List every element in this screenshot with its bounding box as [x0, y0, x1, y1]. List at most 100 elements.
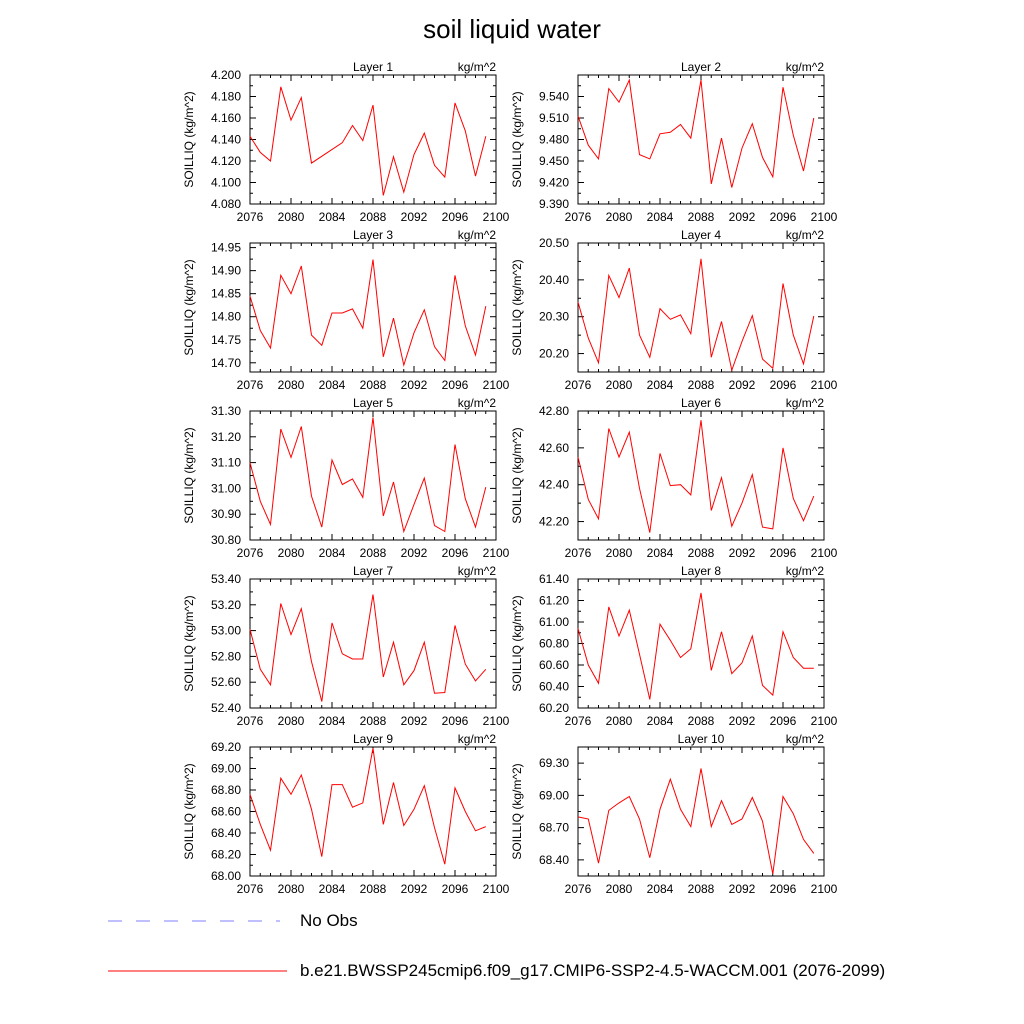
x-tick-label: 2080: [278, 378, 305, 392]
y-tick-label: 9.540: [539, 90, 569, 104]
x-tick-label: 2084: [319, 210, 346, 224]
x-tick-label: 2100: [811, 378, 838, 392]
x-tick-label: 2080: [606, 546, 633, 560]
x-tick-label: 2096: [770, 882, 797, 896]
y-tick-label: 31.20: [211, 430, 241, 444]
y-tick-label: 30.90: [211, 507, 241, 521]
x-tick-label: 2088: [688, 546, 715, 560]
legend-model-label: b.e21.BWSSP245cmip6.f09_g17.CMIP6-SSP2-4…: [300, 961, 886, 980]
y-tick-label: 60.60: [539, 658, 569, 672]
x-tick-label: 2088: [688, 378, 715, 392]
x-tick-label: 2076: [565, 882, 592, 896]
x-tick-label: 2076: [237, 378, 264, 392]
panel-title: Layer 5: [353, 396, 393, 410]
series-line-model: [249, 417, 487, 534]
y-tick-label: 52.80: [211, 649, 241, 663]
y-tick-label: 69.20: [211, 740, 241, 754]
y-axis-label: SOILLIQ (kg/m^2): [182, 595, 196, 691]
x-tick-label: 2096: [442, 210, 469, 224]
x-tick-label: 2100: [483, 882, 510, 896]
panel-title: Layer 4: [681, 228, 721, 242]
y-tick-label: 68.40: [539, 853, 569, 867]
x-tick-label: 2080: [606, 882, 633, 896]
series-line-model: [577, 592, 814, 700]
x-tick-label: 2100: [811, 546, 838, 560]
y-tick-label: 4.200: [211, 68, 241, 82]
panel-layer-6: 2076 2080 2084 2088 2092 2096 2100 42.20 42.40 42…: [510, 396, 838, 560]
panel-layer-9: 2076 2080 2084 2088 2092 2096 2100 68.00 68.20 68…: [182, 732, 510, 896]
x-tick-label: 2076: [565, 714, 592, 728]
x-tick-label: 2084: [319, 546, 346, 560]
x-tick-label: 2100: [483, 378, 510, 392]
y-tick-label: 42.80: [539, 404, 569, 418]
x-tick-label: 2076: [565, 210, 592, 224]
x-tick-label: 2092: [729, 714, 756, 728]
y-tick-label: 42.40: [539, 478, 569, 492]
panel-title: Layer 8: [681, 564, 721, 578]
y-tick-label: 53.00: [211, 624, 241, 638]
x-tick-label: 2080: [606, 714, 633, 728]
panel-title: Layer 6: [681, 396, 721, 410]
series-line-model: [249, 259, 487, 368]
panel-layer-3: 2076 2080 2084 2088 2092 2096 2100 14.70 14.75 14…: [182, 228, 510, 392]
x-tick-label: 2080: [278, 714, 305, 728]
y-axis-label: SOILLIQ (kg/m^2): [510, 763, 524, 859]
panel-units: kg/m^2: [786, 60, 825, 74]
x-tick-label: 2100: [811, 210, 838, 224]
panel-title: Layer 3: [353, 228, 393, 242]
x-tick-label: 2096: [442, 882, 469, 896]
x-tick-label: 2084: [647, 714, 674, 728]
panel-title: Layer 7: [353, 564, 393, 578]
series-line-model: [577, 420, 815, 533]
y-tick-label: 9.480: [539, 133, 569, 147]
x-tick-label: 2084: [647, 546, 674, 560]
x-tick-label: 2088: [688, 714, 715, 728]
x-tick-label: 2076: [565, 378, 592, 392]
panel-layer-8: 2076 2080 2084 2088 2092 2096 2100 60.20 60.40 60…: [510, 564, 838, 728]
legend-obs-label: No Obs: [300, 911, 358, 930]
y-tick-label: 53.20: [211, 598, 241, 612]
panel-layer-10: 2076 2080 2084 2088 2092 2096 2100 68.40 68.70 69…: [510, 732, 838, 896]
panel-units: kg/m^2: [786, 228, 825, 242]
y-tick-label: 69.00: [539, 788, 569, 802]
series-line-model: [577, 258, 815, 373]
series-line-model: [249, 748, 486, 865]
x-tick-label: 2076: [237, 714, 264, 728]
panel-units: kg/m^2: [786, 732, 825, 746]
y-tick-label: 14.90: [211, 264, 241, 278]
y-axis-label: SOILLIQ (kg/m^2): [510, 259, 524, 355]
x-tick-label: 2084: [647, 210, 674, 224]
y-tick-label: 9.390: [539, 197, 569, 211]
y-tick-label: 14.80: [211, 310, 241, 324]
y-tick-label: 68.40: [211, 826, 241, 840]
y-tick-label: 68.20: [211, 848, 241, 862]
x-tick-label: 2096: [770, 546, 797, 560]
series-line-model: [249, 594, 487, 702]
y-tick-label: 61.00: [539, 615, 569, 629]
y-tick-label: 68.80: [211, 783, 241, 797]
y-axis-label: SOILLIQ (kg/m^2): [510, 427, 524, 523]
y-tick-label: 9.510: [539, 111, 569, 125]
y-axis-label: SOILLIQ (kg/m^2): [510, 595, 524, 691]
x-tick-label: 2096: [442, 546, 469, 560]
y-axis-label: SOILLIQ (kg/m^2): [182, 427, 196, 523]
x-tick-label: 2088: [360, 210, 387, 224]
y-tick-label: 53.40: [211, 572, 241, 586]
series-line-model: [577, 78, 815, 188]
x-tick-label: 2100: [483, 714, 510, 728]
y-tick-label: 31.30: [211, 404, 241, 418]
x-tick-label: 2084: [647, 882, 674, 896]
y-tick-label: 69.30: [539, 756, 569, 770]
y-tick-label: 68.60: [211, 805, 241, 819]
x-tick-label: 2100: [483, 546, 510, 560]
y-tick-label: 42.60: [539, 441, 569, 455]
y-tick-label: 60.40: [539, 680, 569, 694]
panel-title: Layer 9: [353, 732, 393, 746]
y-tick-label: 31.00: [211, 481, 241, 495]
y-tick-label: 4.180: [211, 90, 241, 104]
x-tick-label: 2096: [770, 714, 797, 728]
y-tick-label: 52.40: [211, 701, 241, 715]
x-tick-label: 2088: [360, 714, 387, 728]
